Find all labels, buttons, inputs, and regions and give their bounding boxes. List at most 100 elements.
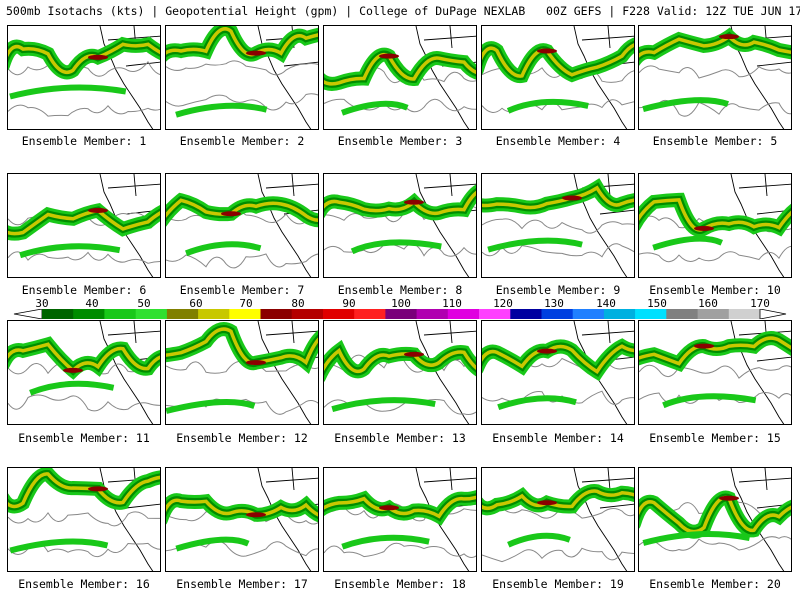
colorbar-swatch	[697, 309, 730, 319]
height-contour	[8, 60, 160, 77]
colorbar-tick-label: 160	[698, 297, 718, 310]
height-contour	[482, 547, 634, 563]
height-contour	[166, 211, 318, 225]
coastline	[573, 468, 634, 571]
height-contour	[639, 65, 791, 79]
jet-max	[246, 360, 266, 366]
height-contour	[639, 99, 791, 117]
colorbar-swatch	[135, 309, 168, 319]
ensemble-member-caption: Ensemble Member: 6	[21, 283, 147, 297]
height-contour	[639, 245, 791, 263]
jet-band-secondary	[340, 100, 409, 116]
header-title: 500mb Isotachs (kts) | Geopotential Heig…	[6, 4, 800, 18]
colorbar-swatch	[166, 309, 199, 319]
jet-max	[246, 512, 266, 518]
ensemble-map-panel	[481, 25, 635, 130]
isotach-map	[482, 321, 634, 424]
jet-band-core	[8, 342, 160, 373]
ensemble-map-panel	[638, 25, 792, 130]
isotach-map	[8, 321, 160, 424]
colorbar-swatch	[104, 309, 137, 319]
height-contour	[8, 104, 160, 117]
isotach-map	[166, 321, 318, 424]
jet-max	[246, 50, 266, 56]
ensemble-member-caption: Ensemble Member: 12	[176, 431, 308, 445]
ensemble-member-caption: Ensemble Member: 1	[21, 134, 147, 148]
colorbar-tick-label: 80	[291, 297, 305, 310]
height-contour	[324, 542, 476, 558]
ensemble-map-panel	[323, 25, 477, 130]
jet-band-secondary	[29, 380, 115, 396]
jet-max	[537, 348, 557, 354]
jet-band-secondary	[175, 536, 250, 552]
isotach-map	[639, 468, 791, 571]
colorbar-swatch	[541, 309, 574, 319]
ensemble-member-caption: Ensemble Member: 2	[179, 134, 305, 148]
jet-band-secondary	[662, 393, 757, 409]
jet-band-secondary	[9, 84, 127, 100]
ensemble-map-panel	[7, 173, 161, 278]
jet-band-core	[482, 43, 634, 78]
isotach-map	[482, 468, 634, 571]
coastline	[415, 26, 476, 129]
jet-band-core	[482, 489, 634, 511]
jet-max	[88, 208, 108, 214]
jet-band-core	[324, 495, 476, 519]
jet-band-core	[324, 190, 476, 216]
colorbar-tick-label: 130	[544, 297, 564, 310]
colorbar-tick-label: 50	[137, 297, 151, 310]
height-contour	[166, 253, 318, 269]
isotach-map	[324, 468, 476, 571]
jet-max	[404, 351, 424, 357]
colorbar-tick-label: 60	[189, 297, 203, 310]
colorbar-tick-label: 140	[596, 297, 616, 310]
colorbar-tick-label: 170	[750, 297, 770, 310]
ensemble-member-caption: Ensemble Member: 10	[649, 283, 781, 297]
colorbar-swatch	[260, 309, 293, 319]
ensemble-map-panel	[7, 25, 161, 130]
ensemble-member-caption: Ensemble Member: 8	[337, 283, 463, 297]
jet-band-core	[639, 198, 791, 232]
isotach-map	[324, 321, 476, 424]
jet-band-secondary	[497, 395, 577, 411]
ensemble-member-caption: Ensemble Member: 5	[652, 134, 778, 148]
colorbar-swatch	[572, 309, 605, 319]
ensemble-member-caption: Ensemble Member: 19	[492, 577, 624, 591]
jet-max	[537, 500, 557, 506]
ensemble-member-caption: Ensemble Member: 3	[337, 134, 463, 148]
colorbar-swatch	[728, 309, 761, 319]
isotach-map	[8, 26, 160, 129]
ensemble-member-caption: Ensemble Member: 9	[495, 283, 621, 297]
ensemble-map-panel	[165, 173, 319, 278]
colorbar-swatch	[323, 309, 355, 319]
colorbar-swatch	[416, 309, 449, 319]
jet-band-core	[8, 42, 160, 75]
ensemble-map-panel	[323, 173, 477, 278]
isotach-map	[166, 26, 318, 129]
ensemble-member-caption: Ensemble Member: 20	[649, 577, 781, 591]
colorbar-swatch	[42, 309, 74, 319]
isotach-map	[639, 321, 791, 424]
jet-max	[537, 48, 557, 54]
ensemble-map-panel	[165, 467, 319, 572]
jet-max	[379, 505, 399, 511]
height-contour	[482, 243, 634, 258]
jet-band-core	[8, 472, 160, 509]
isotach-map	[639, 174, 791, 277]
colorbar-swatch	[479, 309, 511, 319]
jet-band-secondary	[642, 97, 729, 112]
jet-band-secondary	[507, 532, 571, 548]
height-contour	[8, 511, 160, 527]
jet-band-core	[166, 498, 318, 517]
ensemble-member-caption: Ensemble Member: 15	[649, 431, 781, 445]
jet-band-secondary	[166, 399, 256, 414]
ensemble-member-caption: Ensemble Member: 17	[176, 577, 308, 591]
ensemble-member-caption: Ensemble Member: 16	[18, 577, 150, 591]
height-contour	[639, 536, 791, 552]
ensemble-map-panel	[638, 173, 792, 278]
jet-band-secondary	[185, 241, 262, 257]
jet-band-secondary	[652, 235, 724, 251]
colorbar-swatch	[198, 309, 230, 319]
jet-max	[379, 53, 399, 59]
jet-band-secondary	[175, 102, 268, 118]
